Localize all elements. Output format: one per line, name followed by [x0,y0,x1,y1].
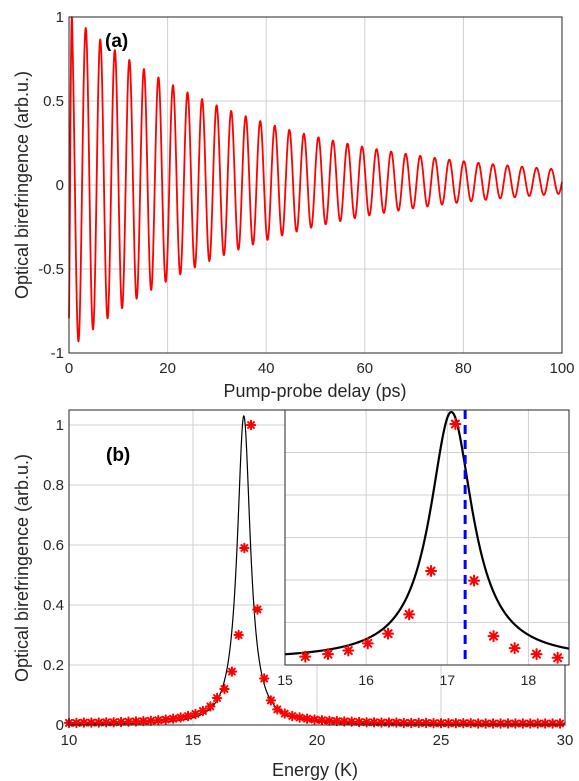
inset-x-tick-label: 17 [439,672,455,688]
panel-b-data-point [182,710,194,722]
panel-b-data-point [252,604,263,615]
inset-data-point [508,642,521,655]
panel-b-data-point [272,704,283,715]
panel-a-frame [68,16,563,354]
inset-fit-curve [284,410,570,656]
panel-a-y-tick-label: 1 [56,9,64,26]
panel-a-label: (a) [105,31,128,52]
panel-a-y-tick-label: -0.5 [38,261,64,278]
panel-a-x-tick-label: 60 [356,360,373,377]
inset-x-tick-label: 16 [358,672,374,688]
panel-b-y-tick-label: 0.2 [43,657,64,674]
panel-b-tick-labels: 10 15 20 25 30 0 0.2 0.4 0.6 0.8 1 [43,417,573,749]
panel-b-data-point [301,713,313,724]
panel-b-y-axis-label: Optical birefringence (arb.u.) [12,454,32,682]
inset-tick-labels: 15 16 17 18 [277,672,536,688]
panel-b-x-tick-label: 20 [309,732,326,749]
inset-frame [284,409,570,666]
panel-b-y-tick-label: 0.6 [43,537,64,554]
panel-b-data-point [265,695,277,706]
inset-data-point [342,644,355,657]
panel-b-data-point [197,705,209,717]
panel-b-data-point [554,718,566,729]
panel-a-x-tick-label: 100 [549,360,574,377]
panel-b-data-point [279,708,290,719]
panel-b-data-point [205,701,216,712]
panel-b-data-point [130,716,142,727]
panel-a-y-tick-label: 0 [56,177,64,194]
inset-data-point [468,574,481,587]
inset-data-point [382,627,395,640]
panel-b-y-tick-label: 1 [56,417,64,434]
inset-data-point [403,608,416,621]
panel-b-x-tick-label: 30 [557,732,574,749]
panel-a-x-tick-label: 40 [258,360,275,377]
panel-a-chart: 0 20 40 60 80 100 -1 -0.5 0 0.5 1 (a) Pump-probe d… [12,9,575,401]
inset-data-point [530,648,543,661]
panel-a-x-tick-label: 80 [455,360,472,377]
panel-b-x-tick-label: 25 [433,732,450,749]
panel-b-data-point [190,708,201,720]
panel-a-x-tick-label: 20 [159,360,176,377]
panel-b-label: (b) [106,445,130,466]
inset-x-tick-label: 18 [521,672,537,688]
inset-data-point [425,565,438,578]
panel-a-signal-line [68,16,563,343]
inset-data-point [551,651,564,664]
panel-b-data-point [160,714,171,725]
panel-b-data-point [226,666,238,677]
panel-b-data-point [167,713,179,724]
panel-a-plot [68,16,563,343]
panel-b-x-tick-label: 10 [61,732,78,749]
panel-a-tick-labels: 0 20 40 60 80 100 -1 -0.5 0 0.5 1 [38,9,574,377]
panel-a-y-tick-label: -1 [51,345,64,362]
panel-b-data-point [211,692,223,704]
panel-b-y-tick-label: 0.8 [43,477,64,494]
panel-a-y-tick-label: 0.5 [43,93,64,110]
panel-b-data-point [294,712,305,723]
panel-a-x-axis-label: Pump-probe delay (ps) [223,381,406,401]
panel-a-y-axis-label: Optical birefringence (arb.u.) [12,71,32,299]
panel-b-data-point [245,419,257,431]
panel-b-x-axis-label: Energy (K) [272,760,358,780]
panel-b-y-tick-label: 0 [56,717,64,734]
inset-x-tick-label: 15 [277,672,293,688]
inset-data-point [487,630,500,643]
inset-data-point [322,648,335,661]
inset-data-point [449,418,462,431]
panel-b-data-point [175,712,186,723]
panel-a-x-tick-label: 0 [65,360,73,377]
panel-b-inset-chart: 15 16 17 18 [277,409,570,688]
inset-lorentzian-fit [284,410,570,656]
inset-markers [299,418,564,664]
panel-b-data-point [287,710,298,722]
panel-b-data-point [258,673,270,684]
panel-b-data-point [219,683,230,695]
inset-data-point [361,637,374,650]
panel-b-x-tick-label: 15 [185,732,202,749]
inset-data-point [299,650,312,663]
panel-b-y-tick-label: 0.4 [43,597,64,614]
panel-b-data-point [233,629,244,641]
panel-b-data-point [239,542,250,554]
